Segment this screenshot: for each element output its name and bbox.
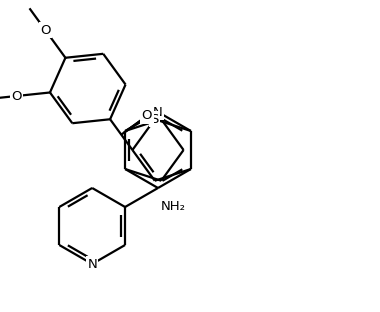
- Text: NH₂: NH₂: [161, 200, 186, 213]
- Text: O: O: [40, 24, 51, 37]
- Text: N: N: [153, 105, 163, 119]
- Text: O: O: [142, 110, 152, 123]
- Text: O: O: [11, 90, 21, 103]
- Text: S: S: [150, 113, 159, 126]
- Text: N: N: [87, 257, 97, 271]
